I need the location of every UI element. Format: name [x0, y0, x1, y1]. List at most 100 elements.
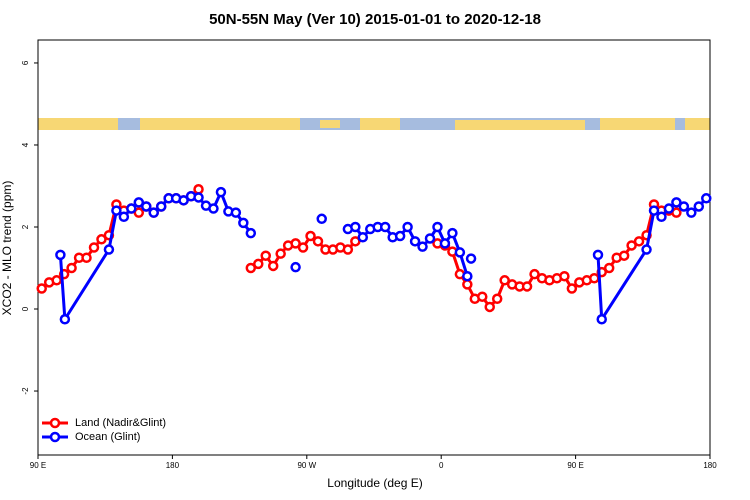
data-point — [477, 291, 488, 302]
data-point — [641, 244, 652, 255]
data-point — [671, 197, 682, 208]
data-point — [671, 207, 682, 218]
x-tick-label: 90 E — [567, 461, 583, 470]
data-point — [454, 247, 466, 258]
map-strip — [38, 118, 710, 130]
data-point — [193, 184, 204, 195]
data-point — [357, 231, 369, 243]
data-point — [305, 230, 316, 242]
x-axis-label: Longitude (deg E) — [327, 476, 422, 490]
data-point — [350, 221, 361, 233]
x-tick-label: 180 — [166, 461, 180, 470]
data-point — [118, 211, 130, 222]
data-point — [379, 221, 391, 233]
data-point — [275, 248, 286, 259]
data-point — [103, 244, 115, 255]
y-axis-label: XCO2 - MLO trend (ppm) — [0, 181, 14, 316]
data-point — [678, 201, 690, 212]
legend-label: Land (Nadir&Glint) — [75, 417, 166, 429]
y-tick-label: 4 — [21, 142, 30, 147]
legend: Land (Nadir&Glint) Ocean (Glint) — [42, 417, 166, 443]
data-point — [111, 205, 122, 216]
x-tick-label: 90 E — [30, 461, 46, 470]
data-point — [409, 236, 421, 247]
data-point — [499, 275, 510, 286]
data-point — [133, 197, 145, 208]
data-point — [559, 270, 570, 282]
data-point — [312, 236, 324, 247]
data-point — [253, 258, 264, 270]
x-tick-label: 0 — [439, 461, 444, 470]
data-point — [55, 249, 66, 261]
plot-frame — [37, 39, 711, 456]
data-point — [596, 314, 607, 325]
legend-marker — [49, 417, 61, 429]
data-point — [618, 250, 630, 261]
data-point — [59, 314, 71, 325]
data-point — [484, 301, 495, 313]
data-point — [432, 221, 443, 233]
data-point — [193, 192, 204, 203]
legend-marker — [49, 431, 61, 443]
data-point — [260, 250, 271, 261]
data-point — [491, 293, 503, 305]
data-point — [633, 236, 645, 247]
data-point — [155, 201, 167, 212]
data-point — [402, 221, 413, 233]
data-point — [178, 195, 189, 206]
data-point — [648, 205, 660, 216]
data-point — [462, 270, 473, 282]
data-point — [686, 207, 697, 218]
y-tick-label: 6 — [21, 60, 30, 65]
data-point — [521, 281, 533, 292]
data-point — [238, 217, 249, 229]
data-point — [245, 227, 257, 239]
data-point — [626, 240, 637, 251]
data-point — [148, 207, 159, 218]
data-point — [141, 201, 152, 212]
data-point — [342, 244, 354, 255]
data-point — [96, 234, 107, 245]
x-tick-label: 90 W — [297, 461, 316, 470]
data-point — [592, 249, 604, 261]
data-point — [215, 186, 227, 198]
data-point — [208, 203, 219, 214]
data-point — [693, 201, 705, 212]
data-point — [417, 241, 428, 252]
data-point — [316, 213, 327, 225]
data-point — [462, 279, 473, 290]
data-point — [88, 242, 100, 253]
legend-label: Ocean (Glint) — [75, 431, 140, 443]
data-point — [81, 252, 92, 264]
data-point — [603, 262, 615, 274]
y-tick-label: -2 — [21, 387, 30, 395]
data-point — [350, 236, 361, 247]
data-point — [290, 261, 301, 273]
data-point — [447, 227, 458, 239]
data-point — [663, 203, 675, 214]
data-point — [267, 260, 279, 272]
chart-title: 50N-55N May (Ver 10) 2015-01-01 to 2020-… — [209, 11, 541, 28]
data-point — [297, 242, 309, 253]
data-point — [701, 193, 712, 204]
data-point — [66, 262, 77, 274]
y-tick-label: 0 — [21, 306, 30, 311]
data-point — [566, 283, 578, 294]
data-point — [439, 238, 451, 249]
data-point — [290, 238, 301, 249]
data-point — [51, 275, 62, 286]
data-point — [424, 233, 436, 244]
data-point — [36, 283, 47, 294]
data-point — [245, 262, 257, 274]
data-point — [465, 253, 477, 264]
y-tick-label: 2 — [21, 224, 30, 229]
data-point — [529, 268, 540, 280]
data-point — [589, 273, 600, 284]
x-tick-label: 180 — [703, 461, 717, 470]
data-point — [230, 207, 242, 218]
data-point — [656, 211, 667, 222]
data-point — [126, 203, 137, 214]
data-point — [133, 207, 145, 218]
data-point — [394, 230, 406, 242]
